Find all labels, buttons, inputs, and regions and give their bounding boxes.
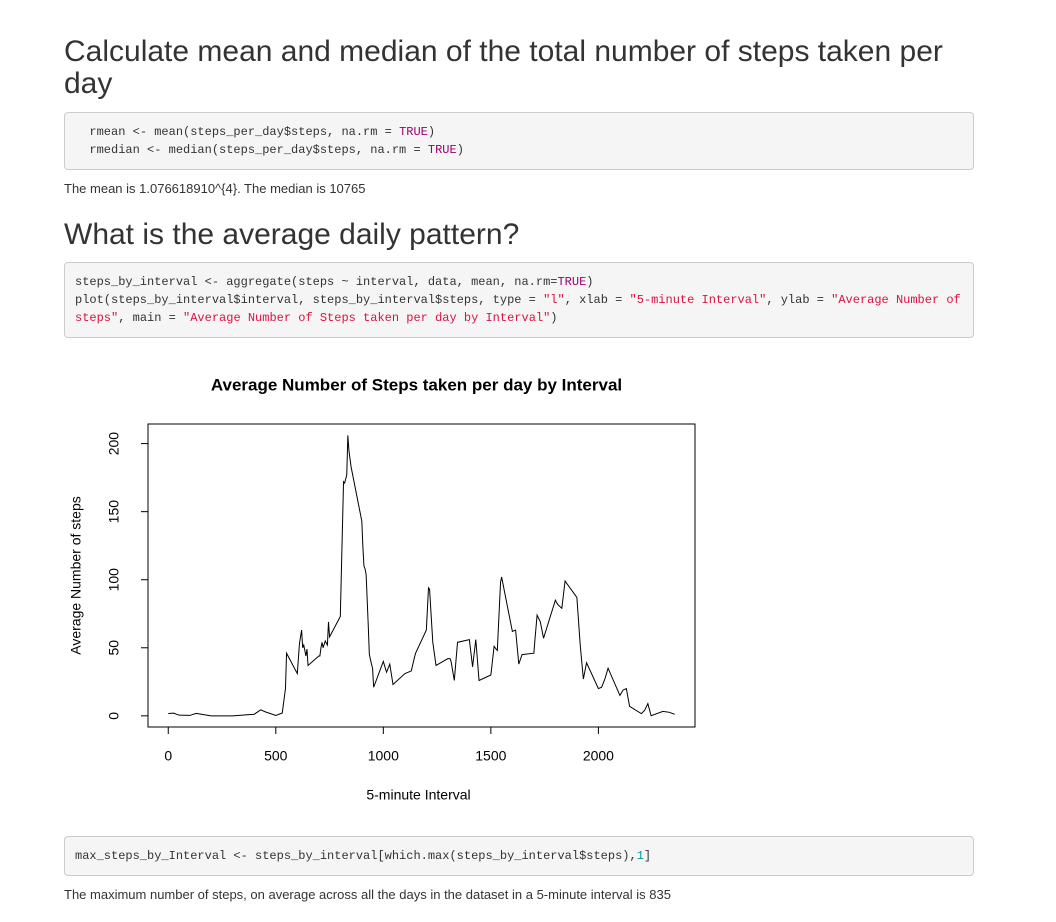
code-token: steps_by_interval <- aggregate(steps ~ i… <box>75 275 558 289</box>
code-token: plot(steps_by_interval$interval, steps_b… <box>75 293 544 307</box>
code-token: ) <box>550 311 558 325</box>
code-token: "l" <box>543 293 565 307</box>
code-block: max_steps_by_Interval <- steps_by_interv… <box>64 836 974 876</box>
code-token: ) <box>456 143 464 157</box>
code-token: ) <box>586 275 594 289</box>
heading: Calculate mean and median of the total n… <box>64 35 943 100</box>
code-token: max_steps_by_Interval <- steps_by_interv… <box>75 849 637 863</box>
y-tick-label: 200 <box>106 432 122 456</box>
x-tick-label: 500 <box>264 748 288 764</box>
code-token: TRUE <box>427 143 457 157</box>
code-token: rmedian <- median(steps_per_day$steps, n… <box>75 143 428 157</box>
code-token: "Average Number of steps" <box>75 293 968 325</box>
x-tick-label: 2000 <box>583 748 614 764</box>
chart-title: Average Number of Steps taken per day by… <box>211 375 622 394</box>
y-tick-label: 0 <box>106 712 122 720</box>
y-tick-label: 150 <box>106 500 122 524</box>
paragraph: The mean is 1.076618910^{4}. The median … <box>64 181 366 196</box>
code-token: , xlab = <box>564 293 630 307</box>
x-tick-label: 1500 <box>475 748 506 764</box>
y-tick-label: 100 <box>106 568 122 592</box>
code-token: , main = <box>118 311 184 325</box>
code-block: rmean <- mean(steps_per_day$steps, na.rm… <box>64 112 974 170</box>
code-token: rmean <- mean(steps_per_day$steps, na.rm… <box>75 125 400 139</box>
x-tick-label: 1000 <box>368 748 399 764</box>
paragraph: The maximum number of steps, on average … <box>64 887 671 902</box>
y-tick-label: 50 <box>106 640 122 656</box>
x-tick-label: 0 <box>164 748 172 764</box>
y-axis-label: Average Number of steps <box>68 496 84 655</box>
plot-box <box>147 423 696 728</box>
code-token: "5-minute Interval" <box>629 293 767 307</box>
heading: What is the average daily pattern? <box>64 218 520 251</box>
x-axis-label: 5-minute Interval <box>366 787 470 803</box>
data-line <box>168 435 675 717</box>
code-token: TRUE <box>399 125 428 139</box>
code-token: , ylab = <box>766 293 832 307</box>
code-token: "Average Number of Steps taken per day b… <box>183 311 551 325</box>
code-token: ) <box>427 125 436 139</box>
code-block: steps_by_interval <- aggregate(steps ~ i… <box>64 262 974 338</box>
code-token: ] <box>643 849 652 863</box>
code-token: 1 <box>636 849 644 863</box>
code-token: TRUE <box>557 275 587 289</box>
